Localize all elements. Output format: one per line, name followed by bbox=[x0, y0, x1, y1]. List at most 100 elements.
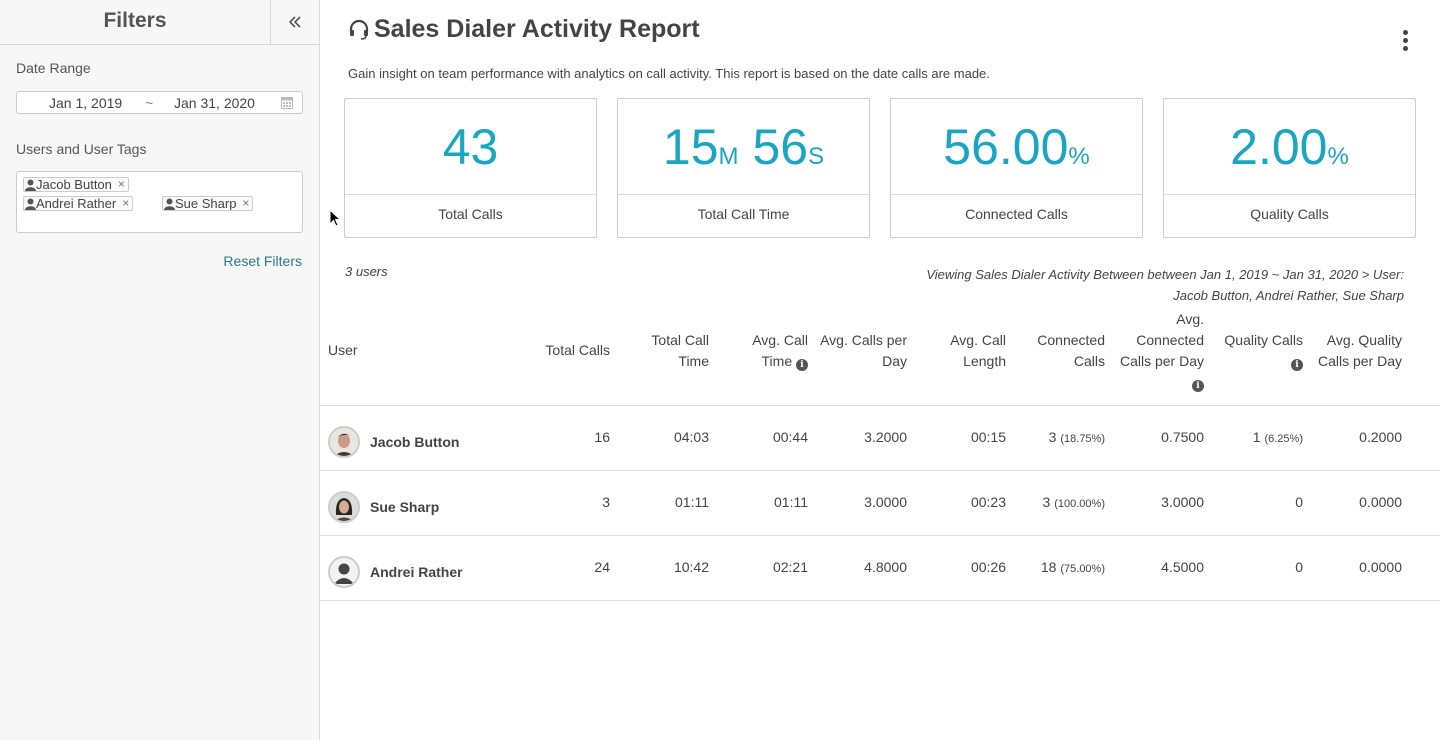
stat-card-connected-calls: 56.00% Connected Calls bbox=[890, 98, 1143, 238]
percent-unit: % bbox=[1068, 143, 1090, 170]
minutes-value: 15 bbox=[662, 119, 719, 175]
stat-card-quality-calls: 2.00% Quality Calls bbox=[1163, 98, 1416, 238]
stat-value: 15M 56S bbox=[618, 117, 869, 193]
cell-avg-call-length: 00:23 bbox=[970, 494, 1006, 510]
cell-avg-call-length: 00:15 bbox=[970, 429, 1006, 445]
user-tag-sue-sharp: Sue Sharp × bbox=[162, 196, 254, 211]
cell-avg-calls-per-day: 3.2000 bbox=[864, 429, 907, 445]
col-header-avg-calls-per-day[interactable]: Avg. Calls per Day bbox=[820, 332, 907, 369]
info-icon[interactable]: i bbox=[1291, 359, 1303, 371]
tag-label: Sue Sharp bbox=[175, 196, 237, 211]
avatar bbox=[328, 491, 360, 523]
calendar-icon[interactable] bbox=[281, 96, 293, 109]
stat-label: Connected Calls bbox=[965, 206, 1068, 222]
value-number: 56.00 bbox=[943, 119, 1069, 175]
col-header-total-call-time[interactable]: Total Call Time bbox=[651, 332, 709, 369]
date-range-label: Date Range bbox=[16, 60, 91, 76]
info-icon[interactable]: i bbox=[796, 359, 808, 371]
avatar bbox=[328, 556, 360, 588]
cell-avg-quality-per-day: 0.2000 bbox=[1359, 429, 1402, 445]
cell-avg-call-time: 01:11 bbox=[774, 494, 808, 510]
col-header-avg-call-length[interactable]: Avg. Call Length bbox=[950, 332, 1006, 369]
stat-label: Total Call Time bbox=[697, 206, 790, 222]
users-count: 3 users bbox=[345, 264, 388, 279]
users-tags-input[interactable]: Jacob Button × Andrei Rather × Sue Sharp… bbox=[16, 171, 303, 233]
filters-title: Filters bbox=[103, 9, 167, 32]
cell-quality-calls: 0 bbox=[1295, 559, 1303, 575]
cell-total-calls: 16 bbox=[594, 429, 610, 445]
collapse-sidebar-button[interactable] bbox=[270, 0, 319, 44]
cell-quality-calls: 1 (6.25%) bbox=[1252, 429, 1303, 445]
date-end[interactable]: Jan 31, 2020 bbox=[174, 95, 255, 111]
reset-filters-link[interactable]: Reset Filters bbox=[223, 253, 302, 269]
col-header-total-calls[interactable]: Total Calls bbox=[545, 342, 610, 358]
viewing-summary: Viewing Sales Dialer Activity Between be… bbox=[904, 264, 1404, 306]
cell-connected-calls: 3 (100.00%) bbox=[1042, 494, 1105, 510]
user-icon bbox=[25, 198, 36, 210]
cell-total-call-time: 04:03 bbox=[673, 429, 709, 445]
col-header-connected-calls[interactable]: Connected Calls bbox=[1037, 332, 1105, 369]
double-chevron-left-icon bbox=[288, 16, 301, 28]
seconds-unit: S bbox=[808, 143, 825, 170]
headset-icon bbox=[349, 19, 369, 40]
user-cell[interactable]: Andrei Rather bbox=[328, 556, 463, 588]
date-range-picker[interactable]: Jan 1, 2019 ~ Jan 31, 2020 bbox=[16, 91, 303, 114]
user-name[interactable]: Andrei Rather bbox=[370, 564, 463, 580]
stat-value: 56.00% bbox=[891, 117, 1142, 193]
user-name[interactable]: Sue Sharp bbox=[370, 499, 440, 515]
info-icon[interactable]: i bbox=[1192, 380, 1204, 392]
date-start[interactable]: Jan 1, 2019 bbox=[49, 95, 123, 111]
table-header: User Total Calls Total Call Time Avg. Cal… bbox=[320, 305, 1440, 406]
report-main: Sales Dialer Activity Report Gain insigh… bbox=[320, 0, 1440, 740]
filters-header: Filters bbox=[0, 0, 319, 45]
user-cell[interactable]: Jacob Button bbox=[328, 426, 459, 458]
date-separator: ~ bbox=[145, 95, 154, 111]
user-icon bbox=[25, 179, 36, 191]
tag-label: Andrei Rather bbox=[36, 196, 117, 211]
cell-quality-calls: 0 bbox=[1295, 494, 1303, 510]
col-header-quality-calls[interactable]: Quality Calls i bbox=[1224, 332, 1303, 371]
stat-label: Quality Calls bbox=[1250, 206, 1329, 222]
cell-avg-calls-per-day: 4.8000 bbox=[864, 559, 907, 575]
remove-tag-icon[interactable]: × bbox=[242, 196, 250, 210]
table-row[interactable]: Jacob Button 16 04:03 00:44 3.2000 00:15… bbox=[320, 406, 1440, 471]
stat-card-total-calls: 43 Total Calls bbox=[344, 98, 597, 238]
remove-tag-icon[interactable]: × bbox=[117, 177, 125, 191]
cell-avg-call-time: 00:44 bbox=[772, 429, 808, 445]
cell-avg-connected-per-day: 4.5000 bbox=[1161, 559, 1204, 575]
mouse-cursor-icon bbox=[329, 209, 341, 227]
col-header-avg-quality-per-day[interactable]: Avg. Quality Calls per Day bbox=[1317, 332, 1402, 369]
seconds-value: 56 bbox=[752, 119, 809, 175]
cell-avg-connected-per-day: 0.7500 bbox=[1161, 429, 1204, 445]
stat-label: Total Calls bbox=[438, 206, 503, 222]
col-header-user[interactable]: User bbox=[328, 342, 358, 358]
viewing-line-2: Jacob Button, Andrei Rather, Sue Sharp bbox=[1173, 288, 1404, 303]
user-tag-andrei-rather: Andrei Rather × bbox=[23, 196, 134, 211]
cell-connected-calls: 3 (18.75%) bbox=[1048, 429, 1105, 445]
cell-total-calls: 24 bbox=[594, 559, 610, 575]
stat-value: 43 bbox=[442, 119, 499, 175]
page-title: Sales Dialer Activity Report bbox=[374, 15, 700, 43]
avatar bbox=[328, 426, 360, 458]
cell-avg-connected-per-day: 3.0000 bbox=[1161, 494, 1204, 510]
viewing-line-1: Viewing Sales Dialer Activity Between be… bbox=[926, 267, 1404, 282]
page-title-row: Sales Dialer Activity Report bbox=[348, 15, 700, 44]
cell-avg-calls-per-day: 3.0000 bbox=[864, 494, 907, 510]
user-cell[interactable]: Sue Sharp bbox=[328, 491, 439, 523]
cell-avg-call-length: 00:26 bbox=[970, 559, 1006, 575]
remove-tag-icon[interactable]: × bbox=[122, 196, 130, 210]
table-row[interactable]: Andrei Rather 24 10:42 02:21 4.8000 00:2… bbox=[320, 536, 1440, 601]
user-tag-jacob-button: Jacob Button × bbox=[23, 177, 129, 192]
page-subtitle: Gain insight on team performance with an… bbox=[348, 66, 990, 81]
tag-label: Jacob Button bbox=[36, 177, 112, 192]
activity-table: User Total Calls Total Call Time Avg. Cal… bbox=[320, 305, 1440, 601]
cell-avg-quality-per-day: 0.0000 bbox=[1359, 559, 1402, 575]
col-header-avg-connected-per-day[interactable]: Avg. Connected Calls per Day i bbox=[1119, 311, 1204, 392]
user-name[interactable]: Jacob Button bbox=[370, 434, 460, 450]
more-options-icon[interactable] bbox=[1400, 30, 1410, 54]
cell-total-calls: 3 bbox=[602, 494, 610, 510]
filters-sidebar: Filters Date Range Jan 1, 2019 ~ Jan 31,… bbox=[0, 0, 320, 740]
col-header-avg-call-time[interactable]: Avg. Call Time i bbox=[752, 332, 808, 371]
cell-total-call-time: 10:42 bbox=[673, 559, 709, 575]
table-row[interactable]: Sue Sharp 3 01:11 01:11 3.0000 00:23 3 (… bbox=[320, 471, 1440, 536]
